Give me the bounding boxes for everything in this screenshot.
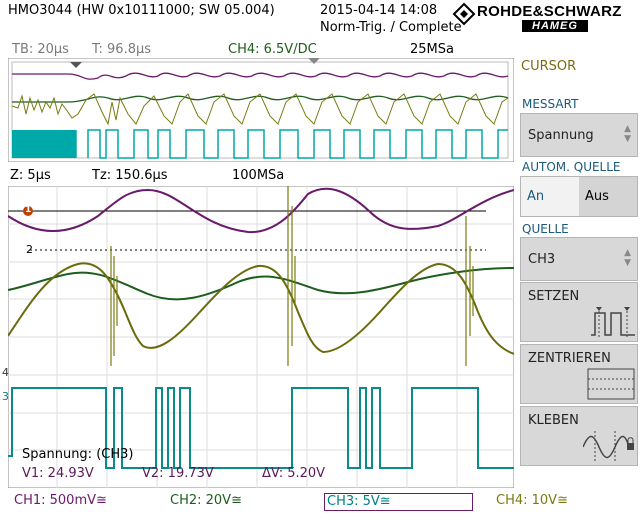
overview-graph[interactable]	[8, 58, 514, 162]
trigger-status: Norm-Trig. / Complete	[320, 20, 462, 35]
zentrieren-label: ZENTRIEREN	[528, 351, 611, 366]
brand-logo: ROHDE&SCHWARZ HAMEG	[452, 2, 638, 36]
brand-top: ROHDE&SCHWARZ	[477, 3, 622, 20]
zentrieren-button[interactable]: ZENTRIEREN	[520, 344, 638, 404]
overview-timebase: TB: 20µs	[12, 42, 69, 57]
autom-toggle[interactable]: An Aus	[520, 176, 638, 217]
zoom-sample-rate: 100MSa	[232, 168, 285, 183]
measurement-dv: ΔV: 5.20V	[262, 466, 326, 481]
autom-off-label: Aus	[585, 189, 609, 204]
footer-ch2[interactable]: CH2: 20V≅	[170, 493, 242, 508]
messart-spin-icon: ▲ ▼	[624, 124, 631, 144]
zoom-graph[interactable]	[8, 186, 514, 488]
overview-trigger-time: T: 96.8µs	[92, 42, 152, 57]
trigger-position-marker	[308, 58, 320, 64]
ch4-marker[interactable]: 4	[2, 366, 9, 379]
zentrieren-icon	[587, 368, 635, 400]
messart-button[interactable]: Spannung ▲ ▼	[520, 113, 638, 157]
setzen-label: SETZEN	[528, 289, 580, 304]
trigger-source: CH4: 6.5V/DC	[228, 42, 317, 57]
zoom-time: Tz: 150.6µs	[92, 168, 168, 183]
device-info: HMO3044 (HW 0x10111000; SW 05.004)	[8, 3, 275, 18]
quelle-spin-icon: ▲ ▼	[624, 248, 631, 268]
brand-bottom: HAMEG	[522, 20, 588, 32]
kleben-icon	[583, 431, 634, 463]
zoom-timebase: Z: 5µs	[10, 168, 51, 183]
measurement-title: Spannung: (CH3)	[22, 447, 134, 462]
messart-value: Spannung	[528, 128, 594, 143]
kleben-button[interactable]: KLEBEN	[520, 406, 638, 466]
quelle-value: CH3	[528, 252, 556, 267]
kleben-label: KLEBEN	[528, 413, 579, 428]
quelle-label: QUELLE	[522, 222, 569, 236]
datetime: 2015-04-14 14:08	[320, 3, 438, 18]
measurement-v1: V1: 24.93V	[22, 466, 94, 481]
ref-marker-circle	[23, 206, 33, 216]
setzen-button[interactable]: SETZEN	[520, 282, 638, 342]
ch3-marker[interactable]: 3	[2, 390, 9, 403]
autom-off-option[interactable]: Aus	[579, 177, 637, 216]
ref-marker-label[interactable]: 1	[25, 205, 32, 215]
autom-on-option[interactable]: An	[521, 177, 579, 216]
autom-on-label: An	[527, 189, 545, 204]
footer-ch4[interactable]: CH4: 10V≅	[496, 493, 568, 508]
setzen-icon	[591, 307, 635, 339]
overview-sample-rate: 25MSa	[410, 42, 454, 57]
messart-label: MESSART	[522, 97, 579, 111]
menu-title: CURSOR	[521, 59, 577, 74]
quelle-button[interactable]: CH3 ▲ ▼	[520, 237, 638, 281]
footer-ch3[interactable]: CH3: 5V≅	[324, 493, 473, 511]
measurement-v2: V2: 19.73V	[142, 466, 214, 481]
ch2-marker[interactable]: 2	[26, 243, 33, 256]
autom-label: AUTOM. QUELLE	[522, 160, 621, 174]
footer-ch1[interactable]: CH1: 500mV≅	[14, 493, 107, 508]
